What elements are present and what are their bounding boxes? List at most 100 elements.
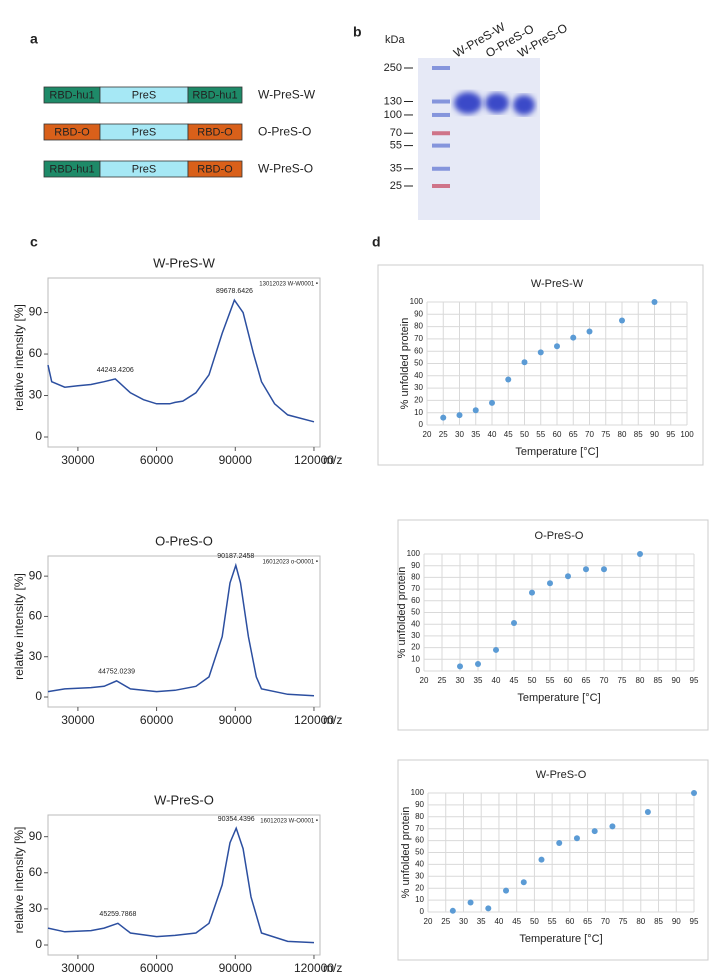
domain-label: RBD-hu1 [49, 89, 94, 101]
domain-label: PreS [132, 89, 156, 101]
point [609, 823, 616, 830]
y-axis-label: % unfolded protein [396, 567, 408, 659]
domain-label: PreS [132, 126, 156, 138]
domain-box [187, 86, 243, 104]
panel-label: b [353, 24, 362, 40]
y-tick-label: 90 [29, 829, 43, 843]
spectrum-line [47, 826, 315, 944]
y-tick-label: 20 [411, 643, 420, 652]
y-tick-label: 50 [415, 848, 424, 857]
y-tick-label: 10 [415, 895, 424, 904]
x-tick-label: 90000 [219, 453, 253, 467]
y-tick-label: 60 [29, 865, 43, 879]
spectrum-line [47, 298, 315, 423]
ladder-band [432, 166, 450, 171]
run-note: 16012023 o-O0001 • [263, 560, 318, 566]
x-tick-label: 30000 [61, 713, 95, 727]
y-tick-label: 70 [414, 334, 423, 343]
x-tick-label: 45 [510, 676, 519, 685]
y-tick-label: 60 [29, 346, 43, 360]
domain-box [187, 160, 243, 178]
y-tick-label: 60 [411, 596, 420, 605]
x-tick-label: 65 [569, 430, 578, 439]
point [570, 334, 577, 341]
y-tick-label: 40 [414, 371, 423, 380]
x-tick-label: 40 [492, 676, 501, 685]
plot-frame [47, 814, 321, 956]
peak-label: 45259.7868 [99, 911, 136, 918]
x-tick-label: 50 [528, 676, 537, 685]
point [538, 856, 545, 863]
x-tick-label: 85 [654, 676, 663, 685]
point [637, 551, 643, 557]
x-tick-label: 75 [618, 676, 627, 685]
point [547, 580, 553, 587]
x-tick-label: 70 [600, 676, 609, 685]
chart-title: W-PreS-O [536, 769, 587, 781]
y-axis-label: relative intensity [%] [12, 827, 26, 934]
marker-label: 100 [384, 109, 402, 121]
x-tick-label: 60 [565, 917, 574, 926]
x-tick-label: 30000 [61, 453, 95, 467]
point [493, 646, 499, 653]
x-tick-label: 120000 [294, 713, 334, 727]
point [651, 299, 658, 305]
point [556, 839, 563, 846]
y-tick-label: 40 [415, 860, 424, 869]
x-tick-label: 35 [474, 676, 483, 685]
panel-label: c [30, 234, 38, 250]
gel-band [513, 95, 535, 115]
x-tick-label: 95 [666, 430, 675, 439]
chart-box [397, 759, 709, 961]
x-tick-label: 80 [636, 676, 645, 685]
y-tick-label: 40 [411, 619, 420, 628]
x-tick-label: 20 [423, 430, 432, 439]
gel-unit: kDa [385, 34, 405, 46]
y-tick-label: 90 [411, 561, 420, 570]
y-tick-label: 80 [411, 573, 420, 582]
point [503, 887, 510, 894]
point [520, 879, 527, 886]
point [601, 566, 607, 573]
point [467, 899, 474, 906]
x-tick-label: 60 [564, 676, 573, 685]
x-tick-label: 35 [471, 430, 480, 439]
chart-box [377, 264, 704, 466]
point [619, 317, 625, 324]
ladder-band [432, 112, 450, 117]
point [457, 663, 463, 670]
marker-label: 70 [390, 127, 402, 139]
point [586, 328, 593, 335]
gel [418, 58, 540, 220]
x-tick-label: 90 [672, 676, 681, 685]
x-tick-label: 95 [690, 676, 699, 685]
x-tick-label: 90 [650, 430, 659, 439]
domain-label: RBD-hu1 [192, 89, 237, 101]
x-tick-label: 20 [420, 676, 429, 685]
peak-label: 90354.4396 [218, 816, 255, 823]
point [456, 412, 463, 419]
x-tick-label: 90 [672, 917, 681, 926]
ladder-band [432, 99, 450, 104]
y-tick-label: 50 [411, 608, 420, 617]
x-tick-label: 35 [477, 917, 486, 926]
ladder-band [432, 66, 450, 70]
x-axis-label: Temperature [°C] [515, 446, 598, 458]
point [573, 835, 580, 842]
y-tick-label: 80 [415, 812, 424, 821]
y-tick-label: 30 [29, 388, 43, 402]
marker-label: 25 [390, 180, 402, 192]
point [521, 359, 528, 366]
x-tick-label: 70 [585, 430, 594, 439]
construct-name: W-PreS-O [258, 162, 313, 176]
y-tick-label: 60 [415, 836, 424, 845]
ladder-band [432, 143, 450, 148]
y-tick-label: 20 [415, 883, 424, 892]
point [691, 790, 697, 796]
y-tick-label: 100 [411, 788, 425, 797]
gel-band [454, 92, 482, 114]
domain-box [187, 123, 243, 141]
ladder-band [432, 184, 450, 188]
y-tick-label: 30 [29, 901, 43, 915]
point [489, 399, 495, 406]
